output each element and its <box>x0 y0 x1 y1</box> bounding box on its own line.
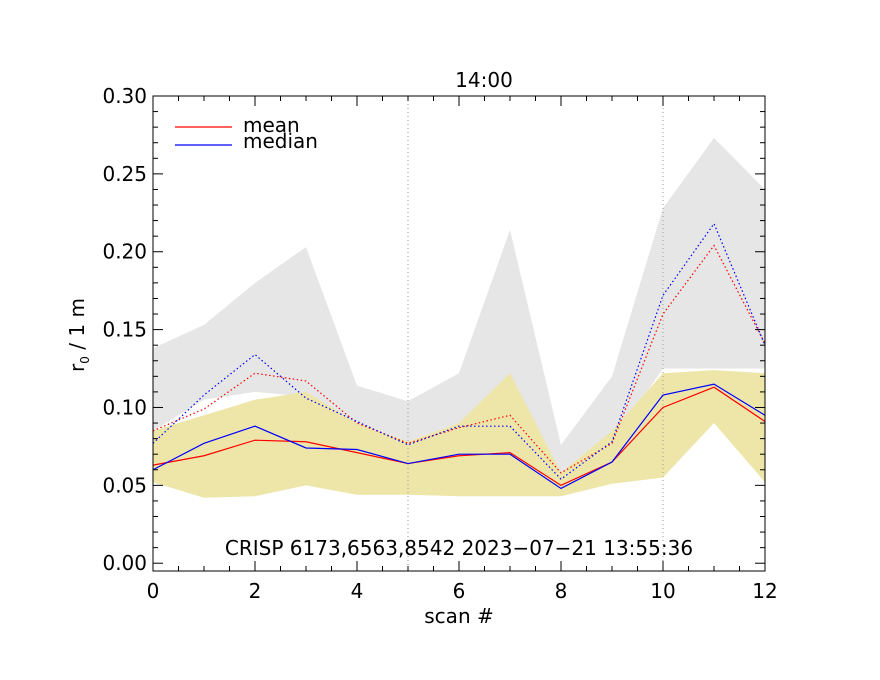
chart-title: 14:00 <box>455 68 513 92</box>
y-tick-label: 0.20 <box>102 240 147 264</box>
x-tick-label: 0 <box>147 579 160 603</box>
x-tick-label: 8 <box>555 579 568 603</box>
x-tick-label: 6 <box>453 579 466 603</box>
x-tick-label: 10 <box>650 579 675 603</box>
y-tick-label: 0.10 <box>102 395 147 419</box>
x-tick-label: 12 <box>752 579 777 603</box>
y-axis-title: r0 / 1 m <box>65 298 92 372</box>
x-tick-label: 4 <box>351 579 364 603</box>
instrument-annotation: CRISP 6173,6563,8542 2023−07−21 13:55:36 <box>225 536 693 560</box>
band-range-high <box>153 138 765 473</box>
y-axis-title-sub: 0 <box>78 356 92 364</box>
labels-layer: 0 2 4 6 8 10 12 0.00 0.05 0.10 0.15 0.20 0.25 0.30 <box>102 84 777 603</box>
series-line-median-high <box>152 222 766 480</box>
band-range-low <box>153 370 765 498</box>
series-line-mean <box>152 386 766 487</box>
x-axis-title: scan # <box>424 604 493 628</box>
x-tick-label: 2 <box>249 579 262 603</box>
legend-label-mean: mean <box>243 113 300 137</box>
y-tick-label: 0.05 <box>102 473 147 497</box>
series-layer <box>152 222 766 490</box>
series-line-median <box>152 383 766 490</box>
legend: mean median <box>175 113 318 153</box>
y-tick-label: 0.15 <box>102 318 147 342</box>
bands-layer <box>153 138 765 498</box>
vlines-layer <box>407 96 664 571</box>
axes-layer <box>152 95 766 572</box>
legend-label-median: median <box>243 129 318 153</box>
y-axis-title-rest: / 1 m <box>65 298 89 356</box>
y-tick-label: 0.30 <box>102 84 147 108</box>
y-tick-label: 0.00 <box>102 551 147 575</box>
y-tick-label: 0.25 <box>102 162 147 186</box>
y-axis-title-main: r <box>65 363 89 372</box>
